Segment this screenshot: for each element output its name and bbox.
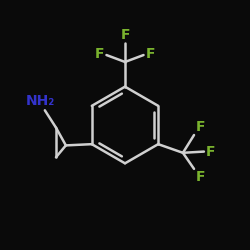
Text: F: F: [206, 144, 216, 158]
Text: F: F: [195, 120, 205, 134]
Text: F: F: [195, 170, 205, 184]
Text: F: F: [120, 28, 130, 42]
Text: NH₂: NH₂: [26, 94, 55, 108]
Text: F: F: [146, 47, 155, 61]
Text: F: F: [95, 47, 104, 61]
